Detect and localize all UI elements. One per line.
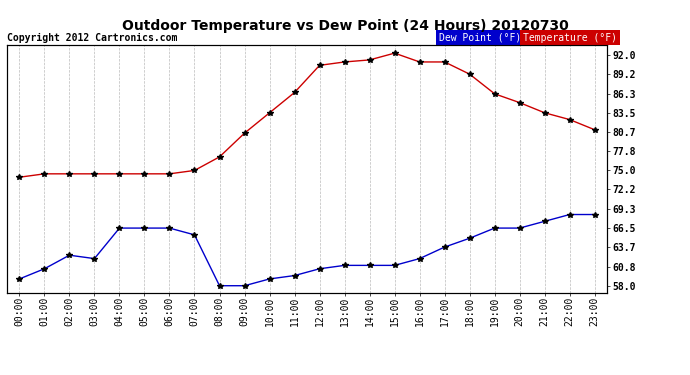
Text: Temperature (°F): Temperature (°F) <box>523 33 617 42</box>
Text: Dew Point (°F): Dew Point (°F) <box>439 33 522 42</box>
Text: Copyright 2012 Cartronics.com: Copyright 2012 Cartronics.com <box>7 33 177 42</box>
Text: Outdoor Temperature vs Dew Point (24 Hours) 20120730: Outdoor Temperature vs Dew Point (24 Hou… <box>121 19 569 33</box>
